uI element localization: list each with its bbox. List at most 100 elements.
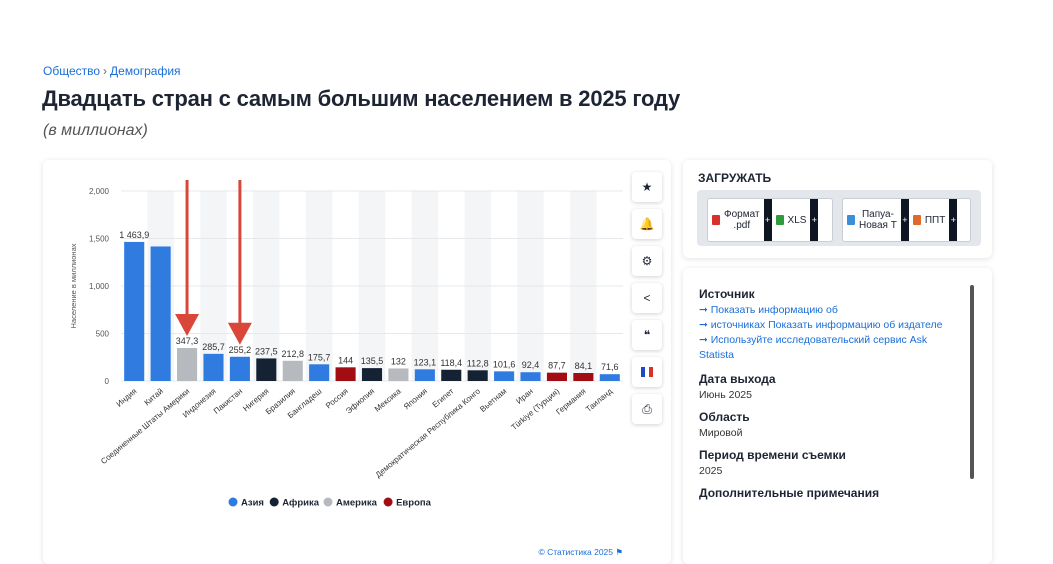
x-tick-label: Таиланд	[584, 386, 614, 413]
info-scrollbar[interactable]	[970, 285, 974, 479]
bar	[388, 368, 409, 381]
info-card: Источник ➞ Показать информацию об ➞ исто…	[683, 268, 992, 564]
data-label: 175,7	[308, 352, 331, 362]
period-value: 2025	[699, 465, 723, 477]
x-tick-label: Китай	[143, 387, 165, 408]
bar	[467, 370, 488, 381]
source-link-show-info[interactable]: ➞ Показать информацию об	[699, 304, 838, 316]
notes-heading: Дополнительные примечания	[699, 486, 880, 500]
png-label-2: Новая Т	[859, 220, 897, 231]
legend-marker	[383, 497, 393, 507]
xls-icon	[775, 215, 784, 225]
bar	[361, 368, 383, 381]
bar	[599, 374, 620, 381]
source-link-ask-statista[interactable]: ➞ Используйте исследовательский сервис A…	[699, 334, 928, 361]
bar	[414, 369, 435, 381]
x-tick-label: Япония	[402, 387, 429, 412]
legend-marker	[323, 497, 333, 507]
legend-label: Азия	[241, 498, 264, 509]
release-heading: Дата выхода	[699, 372, 776, 386]
bar	[494, 371, 515, 381]
bar	[546, 372, 567, 381]
share-icon: <	[643, 291, 651, 305]
legend-label: Европа	[396, 498, 432, 509]
chart-toolbar: ★ 🔔 ⚙ < ❝ ⎙	[632, 172, 662, 431]
ppt-label: ППТ	[924, 214, 946, 226]
bar	[309, 364, 330, 381]
bar	[520, 372, 541, 381]
pdf-icon	[712, 215, 720, 225]
bar	[177, 348, 198, 381]
download-title: ЗАГРУЖАТЬ	[698, 171, 772, 185]
quote-icon: ❝	[643, 328, 651, 342]
gear-button[interactable]: ⚙	[632, 246, 662, 276]
bar	[203, 353, 224, 381]
download-group-2: Папуа- Новая Т + ППТ +	[842, 198, 971, 242]
bar	[441, 369, 462, 381]
y-tick-label: 1,000	[89, 282, 110, 291]
download-pdf-button[interactable]: Формат .pdf	[708, 199, 764, 241]
bell-icon: 🔔	[639, 217, 655, 231]
data-label: 347,3	[176, 336, 199, 346]
xls-plus-icon[interactable]: +	[810, 199, 819, 241]
bar	[256, 358, 277, 381]
download-area: Формат .pdf + XLS + Папуа- Новая Т + ППТ +	[697, 190, 981, 246]
source-link-publisher[interactable]: ➞ источниках Показать информацию об изда…	[699, 319, 943, 331]
star-icon: ★	[641, 180, 653, 194]
annotation-arrow	[227, 180, 252, 345]
data-label: 255,2	[229, 345, 252, 355]
period-heading: Период времени съемки	[699, 448, 846, 462]
png-plus-icon[interactable]: +	[900, 199, 909, 241]
bar-chart: 0 500 1,000 1,500 2,000 Население в миллионах…	[69, 180, 623, 557]
quote-button[interactable]: ❝	[632, 320, 662, 350]
y-tick-label: 2,000	[89, 187, 110, 196]
data-label: 84,1	[575, 361, 593, 371]
bar	[573, 373, 594, 381]
data-label: 101,6	[493, 359, 516, 369]
legend-marker	[228, 497, 238, 507]
gear-icon: ⚙	[641, 254, 653, 268]
data-label: 144	[338, 355, 353, 365]
png-icon	[847, 215, 855, 225]
bar	[124, 241, 145, 381]
download-xls-button[interactable]: XLS	[772, 199, 811, 241]
x-tick-label: Эфиопия	[344, 387, 376, 416]
xls-label: XLS	[787, 214, 807, 226]
share-button[interactable]: <	[632, 283, 662, 313]
page-title: Двадцать стран с самым большим население…	[42, 86, 681, 111]
chart-card: 0 500 1,000 1,500 2,000 Население в миллионах…	[43, 160, 671, 564]
flag-button[interactable]	[632, 357, 662, 387]
breadcrumb: Общество › Демография	[43, 64, 181, 78]
y-tick-label: 0	[105, 377, 110, 386]
flag-icon	[641, 367, 653, 377]
download-card: ЗАГРУЖАТЬ Формат .pdf + XLS + Папуа- Новая…	[683, 160, 992, 258]
bell-button[interactable]: 🔔	[632, 209, 662, 239]
release-value: Июнь 2025	[699, 389, 752, 401]
ppt-plus-icon[interactable]: +	[949, 199, 958, 241]
source-heading: Источник	[699, 287, 755, 301]
region-value: Мировой	[699, 427, 743, 439]
y-tick-label: 500	[96, 330, 110, 339]
legend-label: Африка	[282, 498, 320, 509]
bar	[229, 356, 250, 381]
ppt-icon	[912, 215, 921, 225]
download-ppt-button[interactable]: ППТ	[909, 199, 949, 241]
breadcrumb-current-link[interactable]: Демография	[110, 64, 181, 78]
x-tick-label: Вьетнам	[478, 387, 508, 414]
star-button[interactable]: ★	[632, 172, 662, 202]
pdf-plus-icon[interactable]: +	[763, 199, 772, 241]
x-tick-label: Германия	[554, 387, 587, 417]
pdf-label-2: .pdf	[733, 220, 751, 231]
data-label: 71,6	[601, 362, 619, 372]
x-tick-label: Пакистан	[212, 387, 244, 416]
data-label: 87,7	[548, 361, 566, 371]
png-label-1: Папуа-	[861, 209, 894, 220]
bar	[282, 360, 303, 381]
data-label: 1 463,9	[119, 230, 149, 240]
legend-marker	[269, 497, 279, 507]
breadcrumb-separator: ›	[103, 64, 108, 78]
print-button[interactable]: ⎙	[632, 394, 662, 424]
download-png-button[interactable]: Папуа- Новая Т	[843, 199, 901, 241]
legend-label: Америка	[336, 498, 378, 509]
breadcrumb-parent-link[interactable]: Общество	[43, 64, 101, 78]
